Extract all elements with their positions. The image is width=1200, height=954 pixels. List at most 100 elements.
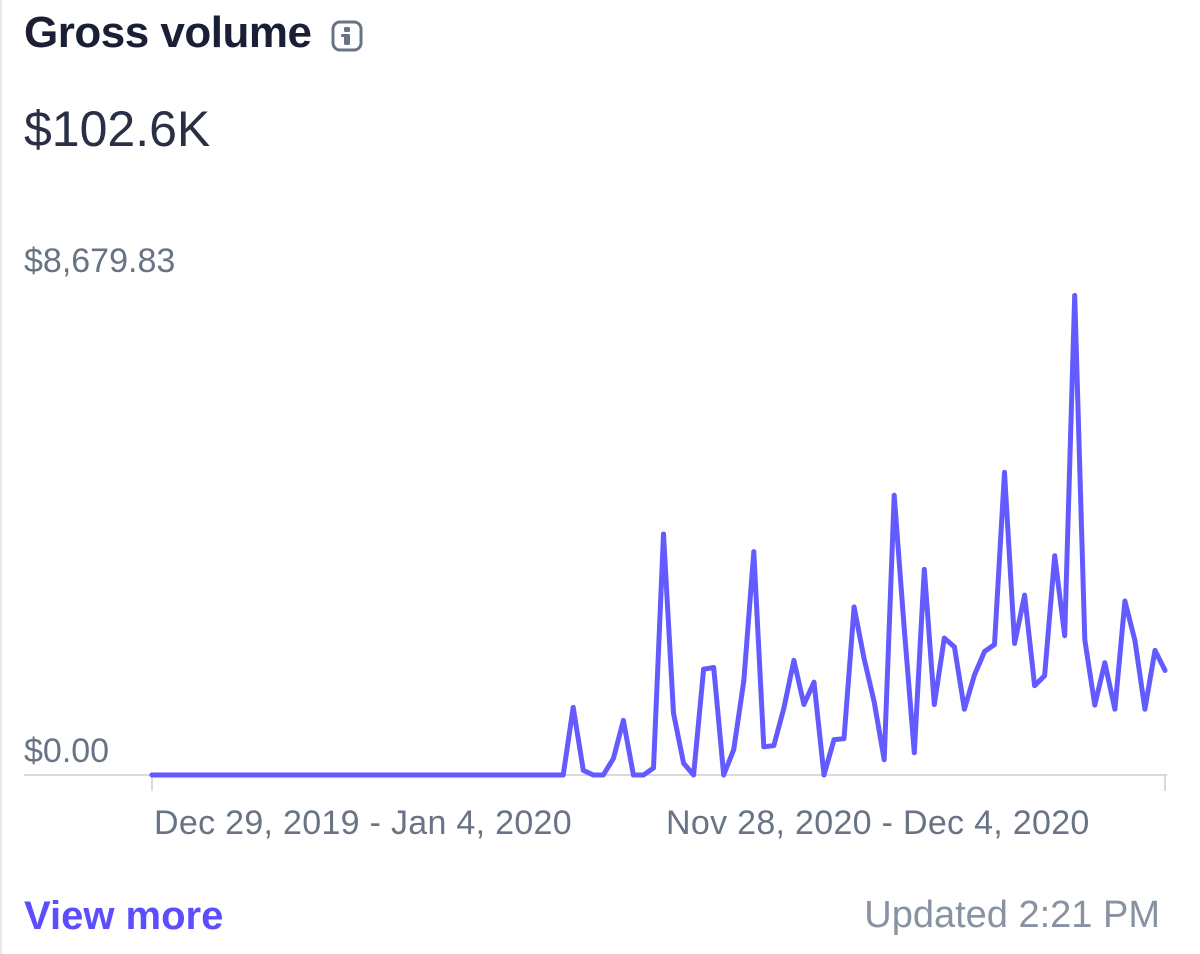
data-point <box>1052 553 1058 559</box>
data-point <box>661 531 666 537</box>
data-point <box>1072 293 1078 298</box>
data-point <box>801 702 807 707</box>
data-point <box>681 760 686 766</box>
data-point <box>931 702 937 707</box>
data-point <box>560 772 566 778</box>
data-point <box>430 772 436 778</box>
data-point <box>691 772 696 778</box>
data-point <box>1032 683 1037 689</box>
series-line <box>149 293 1168 778</box>
data-point <box>962 706 967 712</box>
data-point <box>229 772 235 778</box>
data-point <box>209 772 215 778</box>
data-point <box>651 765 656 771</box>
data-point <box>169 772 175 778</box>
data-point <box>540 772 546 778</box>
data-point <box>290 772 295 778</box>
total-value: $102.6K <box>24 101 211 157</box>
data-point <box>992 642 997 647</box>
data-point <box>199 772 205 778</box>
data-point <box>159 772 165 778</box>
data-point <box>300 772 305 778</box>
data-point <box>410 772 416 778</box>
data-point <box>590 772 596 778</box>
data-point <box>911 750 917 756</box>
data-point <box>480 772 486 778</box>
data-point <box>580 767 586 773</box>
data-point <box>219 772 225 778</box>
data-point <box>921 567 927 572</box>
data-point <box>1152 648 1158 653</box>
data-point <box>1082 637 1088 643</box>
data-point <box>871 699 877 704</box>
data-point <box>330 772 335 778</box>
data-point <box>751 549 757 555</box>
data-point <box>1092 702 1098 708</box>
data-point <box>1102 660 1108 666</box>
data-point <box>530 772 536 778</box>
data-point <box>249 772 255 778</box>
data-point <box>1002 470 1007 475</box>
data-point <box>510 772 516 778</box>
data-point <box>239 772 245 778</box>
data-point <box>841 736 847 741</box>
data-point <box>570 705 576 710</box>
data-point <box>1022 592 1027 598</box>
data-point <box>791 658 797 663</box>
data-point <box>280 772 285 778</box>
data-point <box>189 772 195 778</box>
data-point <box>1122 598 1128 604</box>
data-point <box>982 649 987 654</box>
card-title: Gross volume <box>24 8 312 57</box>
data-point <box>370 772 376 778</box>
data-point <box>1162 668 1168 673</box>
data-point <box>891 492 897 498</box>
data-point <box>1132 638 1138 643</box>
data-point <box>701 666 706 672</box>
data-point <box>831 737 837 743</box>
data-point <box>270 772 275 778</box>
info-icon[interactable] <box>331 20 363 52</box>
data-point <box>821 772 827 778</box>
data-point <box>711 665 717 670</box>
data-point <box>941 635 947 641</box>
y-axis-min-label: $0.00 <box>24 732 110 770</box>
data-point <box>721 772 727 778</box>
data-point <box>440 772 446 778</box>
data-point <box>320 772 325 778</box>
data-point <box>771 743 777 748</box>
x-axis-start-label: Dec 29, 2019 - Jan 4, 2020 <box>154 804 572 842</box>
data-point <box>611 756 616 761</box>
updated-timestamp: Updated 2:21 PM <box>864 894 1160 936</box>
view-more-link[interactable]: View more <box>24 894 224 938</box>
data-point <box>360 772 365 778</box>
title-row: Gross volume <box>24 8 363 58</box>
data-point <box>731 747 737 753</box>
data-point <box>550 772 556 778</box>
data-point <box>470 772 476 778</box>
data-point <box>520 772 526 778</box>
data-point <box>450 772 456 778</box>
data-point <box>761 744 767 750</box>
data-point <box>149 772 155 778</box>
data-point <box>881 757 887 763</box>
data-point <box>1142 706 1148 712</box>
data-point <box>259 772 265 778</box>
data-point <box>350 772 355 778</box>
data-point <box>851 604 857 610</box>
data-point <box>490 772 496 778</box>
data-point <box>340 772 345 778</box>
data-point <box>621 718 626 723</box>
data-point <box>600 772 606 778</box>
data-point <box>400 772 406 778</box>
data-point <box>1042 673 1047 679</box>
data-point <box>641 772 646 778</box>
data-point <box>460 772 466 778</box>
data-point <box>390 772 396 778</box>
data-point <box>781 705 787 711</box>
data-point <box>972 672 977 678</box>
data-point <box>420 772 426 778</box>
data-point <box>631 772 636 778</box>
